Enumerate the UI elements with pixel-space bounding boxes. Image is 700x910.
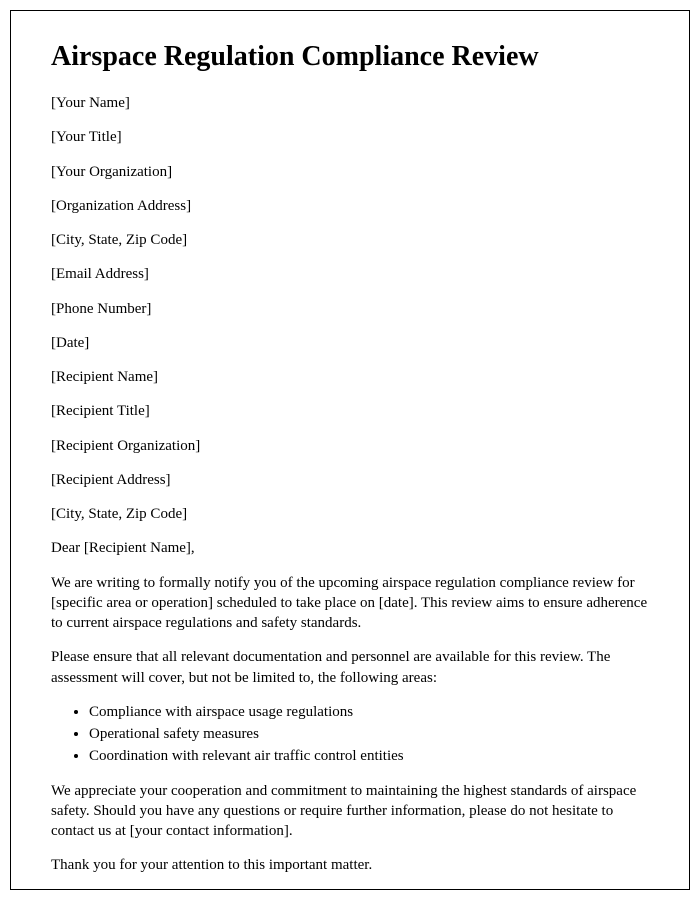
recipient-name: [Recipient Name] [51,367,649,387]
sender-organization: [Your Organization] [51,162,649,182]
list-item: Compliance with airspace usage regulatio… [89,702,649,722]
body-paragraph-4: Thank you for your attention to this imp… [51,855,649,875]
body-paragraph-2: Please ensure that all relevant document… [51,647,649,688]
salutation: Dear [Recipient Name], [51,538,649,558]
letter-date: [Date] [51,333,649,353]
list-item: Coordination with relevant air traffic c… [89,746,649,766]
document-page: Airspace Regulation Compliance Review [Y… [10,10,690,890]
body-paragraph-1: We are writing to formally notify you of… [51,573,649,634]
recipient-organization: [Recipient Organization] [51,436,649,456]
recipient-address: [Recipient Address] [51,470,649,490]
assessment-areas-list: Compliance with airspace usage regulatio… [89,702,649,767]
sender-phone: [Phone Number] [51,299,649,319]
sender-city-state-zip: [City, State, Zip Code] [51,230,649,250]
recipient-title: [Recipient Title] [51,401,649,421]
list-item: Operational safety measures [89,724,649,744]
body-paragraph-3: We appreciate your cooperation and commi… [51,781,649,842]
sender-address: [Organization Address] [51,196,649,216]
sender-title: [Your Title] [51,127,649,147]
page-title: Airspace Regulation Compliance Review [51,41,649,73]
closing: Sincerely, [51,890,649,891]
sender-name: [Your Name] [51,93,649,113]
sender-email: [Email Address] [51,264,649,284]
recipient-city-state-zip: [City, State, Zip Code] [51,504,649,524]
